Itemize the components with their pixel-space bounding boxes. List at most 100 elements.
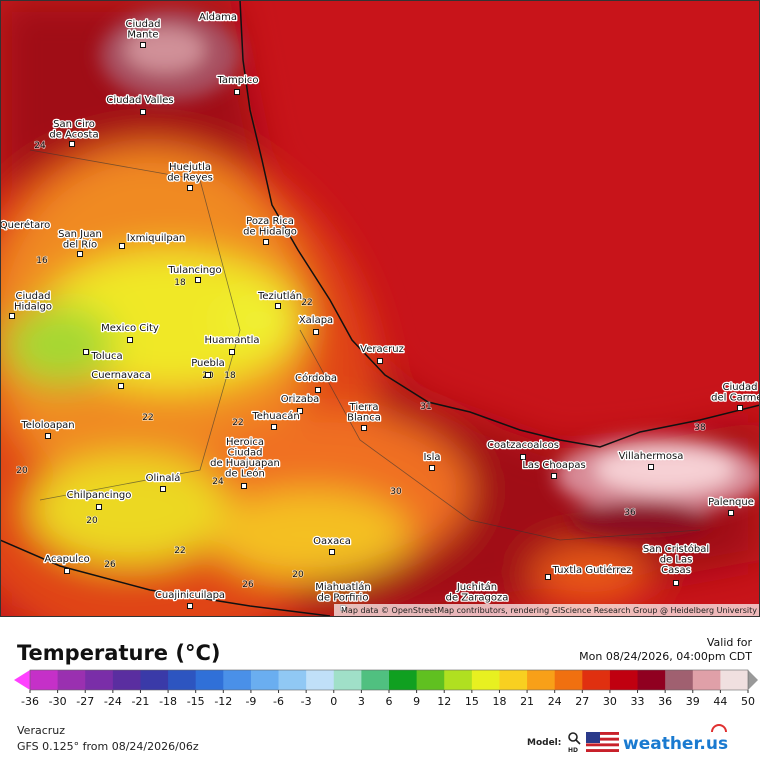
city-label: Ciudad — [723, 382, 758, 393]
city-label: Olinalá — [146, 472, 181, 484]
city-marker — [728, 510, 734, 516]
city-marker — [127, 337, 133, 343]
city-label: Coatzacoalcos — [487, 440, 559, 451]
city-marker — [187, 603, 193, 609]
colorbar-tick-label: 6 — [386, 695, 393, 708]
contour-label: 16 — [36, 256, 48, 266]
contour-label: 22 — [142, 413, 153, 423]
colorbar-tick-label: 36 — [658, 695, 672, 708]
city-marker — [315, 387, 321, 393]
colorbar-swatch — [85, 670, 114, 690]
city-label: San Cristóbal — [643, 543, 709, 555]
colorbar-tick-label: 39 — [686, 695, 700, 708]
colorbar-swatch — [416, 670, 445, 690]
colorbar-tick-label: -3 — [301, 695, 312, 708]
city-label: Acapulco — [44, 554, 89, 565]
colorbar-swatch — [444, 670, 473, 690]
contour-label: 26 — [242, 580, 254, 590]
city-label: Teloloapan — [20, 420, 74, 431]
city-label: Mexico City — [101, 323, 159, 334]
colorbar-swatch — [609, 670, 639, 690]
colorbar-swatch — [554, 670, 583, 690]
city-marker — [83, 349, 89, 355]
city-label: Mante — [127, 30, 158, 41]
colorbar-swatch — [361, 670, 390, 690]
city-marker — [429, 465, 435, 471]
colorbar-swatch — [471, 670, 500, 690]
city-marker — [77, 251, 83, 257]
city-label: Tulancingo — [167, 265, 221, 276]
city-marker — [195, 277, 201, 283]
colorbar-tick-label: 21 — [520, 695, 534, 708]
colorbar-swatch — [112, 670, 141, 690]
city-label: Poza Rica — [246, 216, 294, 227]
city-marker — [9, 313, 15, 319]
city-marker — [271, 424, 277, 430]
colorbar-tick-label: -21 — [131, 695, 149, 708]
city-label: San Ciro — [53, 119, 95, 130]
city-label: Tierra — [349, 402, 379, 413]
contour-label: 20 — [292, 570, 304, 580]
brand-sun — [711, 724, 727, 733]
colorbar-tick-label: -6 — [273, 695, 284, 708]
city-label: Huejutla — [169, 162, 211, 173]
city-label: Villahermosa — [619, 451, 684, 462]
contour-label: 31 — [420, 402, 431, 412]
legend-title: Temperature (°C) — [17, 641, 220, 665]
colorbar-swatch — [582, 670, 611, 690]
city-label: de Zaragoza — [446, 593, 509, 604]
city-label: Tehuacán — [251, 410, 299, 422]
city-label: de Las — [660, 555, 693, 566]
city-marker — [234, 89, 240, 95]
city-label: Ciudad — [126, 19, 161, 30]
colorbar-swatch — [389, 670, 418, 690]
contour-label: 26 — [104, 560, 116, 570]
contour-label: 20 — [16, 466, 28, 476]
colorbar-swatch — [278, 670, 307, 690]
colorbar-swatch — [306, 670, 335, 690]
colorbar-tick-label: -12 — [214, 695, 232, 708]
city-marker — [520, 454, 526, 460]
colorbar-tick-label: -27 — [76, 695, 94, 708]
contour-label: 22 — [232, 418, 243, 428]
colorbar-tick-label: 0 — [330, 695, 337, 708]
city-marker — [187, 185, 193, 191]
city-label: de Reyes — [167, 173, 213, 184]
location: Veracruz — [17, 724, 65, 737]
colorbar-low — [14, 670, 30, 690]
colorbar-tick-label: 27 — [575, 695, 589, 708]
city-label: Veracruz — [360, 344, 404, 355]
city-marker — [737, 405, 743, 411]
city-label: de Acosta — [49, 130, 98, 141]
colorbar-tick-label: 33 — [631, 695, 645, 708]
colorbar-tick-label: 3 — [358, 695, 365, 708]
colorbar-tick-label: -36 — [21, 695, 39, 708]
city-label: de Porfirio — [318, 593, 369, 604]
colorbar-tick-label: 18 — [492, 695, 506, 708]
city-marker — [313, 329, 319, 335]
city-marker — [64, 568, 70, 574]
city-label: Querétaro — [0, 219, 50, 231]
colorbar-tick-label: -9 — [245, 695, 256, 708]
colorbar-tick-label: 24 — [548, 695, 562, 708]
city-marker — [229, 349, 235, 355]
colorbar-swatch — [30, 670, 59, 690]
brand: weather.us — [623, 734, 728, 754]
city-label: Isla — [423, 452, 440, 463]
colorbar-tick-label: 44 — [713, 695, 727, 708]
city-label: Juchitán — [456, 581, 497, 593]
city-label: Blanca — [347, 413, 381, 424]
city-marker — [361, 425, 367, 431]
city-label: Orizaba — [281, 394, 320, 405]
city-label: Cuernavaca — [91, 370, 151, 381]
colorbar-tick-label: 9 — [413, 695, 420, 708]
city-label: Huamantla — [204, 335, 259, 346]
city-marker — [119, 243, 125, 249]
contour-label: 24 — [212, 477, 224, 487]
us-flag — [586, 732, 619, 752]
city-marker — [263, 239, 269, 245]
city-label: Toluca — [90, 351, 122, 362]
city-label: Ciudad — [16, 291, 51, 302]
model-label: Model: — [527, 738, 561, 748]
contour-label: 22 — [174, 546, 185, 556]
